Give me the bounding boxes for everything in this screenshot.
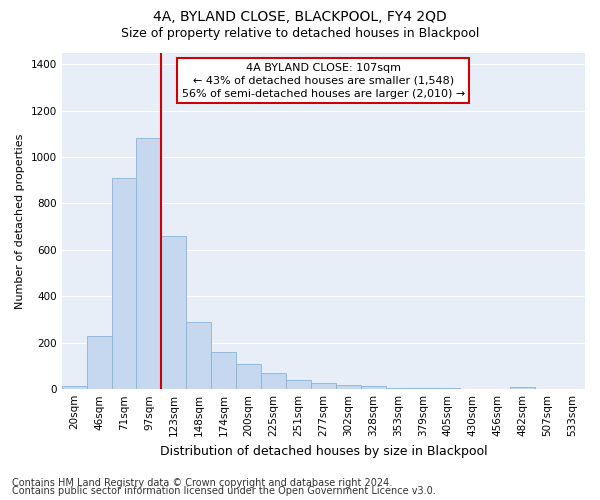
Bar xyxy=(361,386,386,389)
Text: Contains public sector information licensed under the Open Government Licence v3: Contains public sector information licen… xyxy=(12,486,436,496)
Bar xyxy=(436,388,460,389)
Bar xyxy=(236,364,261,389)
Bar xyxy=(386,388,410,389)
Bar xyxy=(136,138,161,389)
Bar xyxy=(161,236,186,389)
Bar xyxy=(286,380,311,389)
Bar xyxy=(62,386,86,389)
Bar xyxy=(86,336,112,389)
Bar xyxy=(336,384,361,389)
Bar xyxy=(112,178,136,389)
Bar xyxy=(311,384,336,389)
Bar xyxy=(510,387,535,389)
X-axis label: Distribution of detached houses by size in Blackpool: Distribution of detached houses by size … xyxy=(160,444,487,458)
Bar xyxy=(186,322,211,389)
Text: Contains HM Land Registry data © Crown copyright and database right 2024.: Contains HM Land Registry data © Crown c… xyxy=(12,478,392,488)
Y-axis label: Number of detached properties: Number of detached properties xyxy=(15,133,25,308)
Text: 4A BYLAND CLOSE: 107sqm
← 43% of detached houses are smaller (1,548)
56% of semi: 4A BYLAND CLOSE: 107sqm ← 43% of detache… xyxy=(182,62,465,99)
Text: 4A, BYLAND CLOSE, BLACKPOOL, FY4 2QD: 4A, BYLAND CLOSE, BLACKPOOL, FY4 2QD xyxy=(153,10,447,24)
Bar xyxy=(261,373,286,389)
Bar xyxy=(410,388,436,389)
Text: Size of property relative to detached houses in Blackpool: Size of property relative to detached ho… xyxy=(121,28,479,40)
Bar xyxy=(211,352,236,389)
